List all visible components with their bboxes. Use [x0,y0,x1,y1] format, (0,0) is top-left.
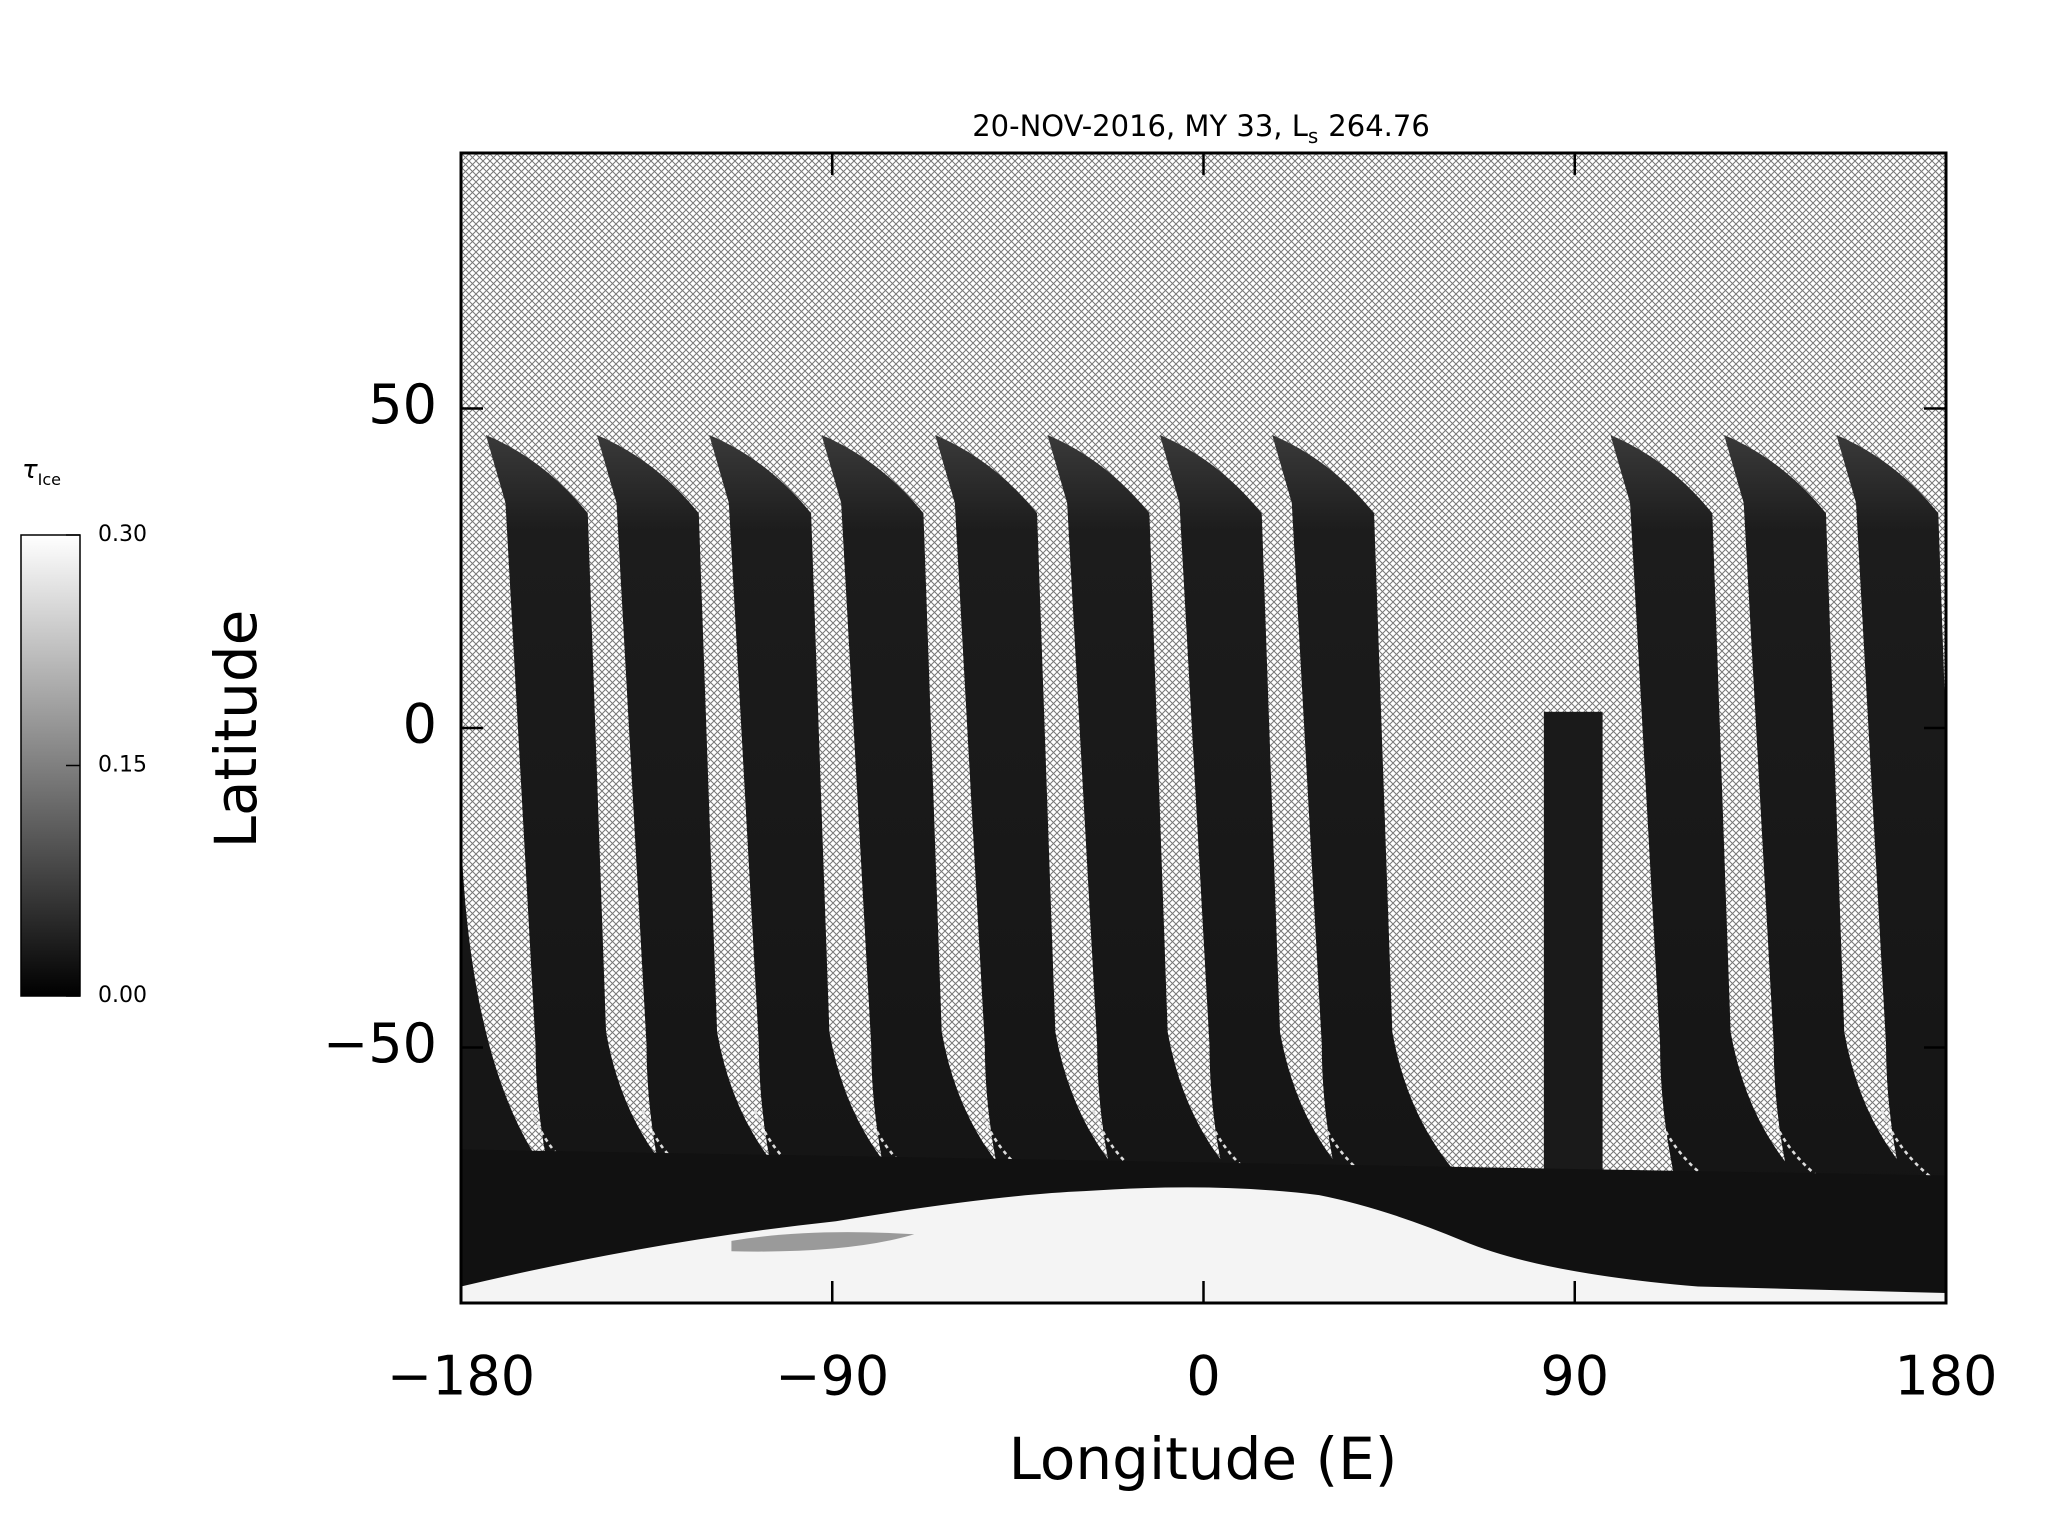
swath-arc [530,1109,715,1236]
swath [1949,435,2048,1234]
chart-title: 20-NOV-2016, MY 33, Ls 264.76 [972,109,1430,148]
swath-arc [1654,1109,1840,1236]
colorbar-label-subscript: Ice [38,470,61,489]
y-tick-label: −50 [323,1012,437,1075]
swath-arc [866,1109,1051,1236]
colorbar-tick-label: 0.30 [98,522,147,547]
polar-cap [731,1232,915,1252]
swath-arc [1994,1110,2048,1234]
swath-arc [753,1109,939,1236]
swath-arc [1316,1109,1502,1236]
y-tick-label: 0 [403,693,437,756]
swath-arc [641,1109,826,1236]
swath-arc [1768,1109,1946,1235]
x-tick-label: 90 [1540,1345,1609,1408]
swath [1159,434,1389,1235]
swath [1610,434,1840,1235]
swath [485,434,715,1235]
swath [935,434,1164,1235]
swath-arc [1091,1109,1277,1236]
y-tick-label: 50 [368,373,437,436]
colorbar-label-symbol: τ [22,455,38,485]
swath [821,434,1051,1235]
x-tick-label: −90 [775,1345,889,1408]
swath [461,835,549,1215]
swath [596,434,826,1235]
colorbar-tick-label: 0.15 [98,753,147,778]
swath [1047,434,1277,1235]
x-tick-label: 0 [1186,1345,1220,1408]
swath-arc [979,1109,1165,1236]
title-text: 20-NOV-2016, MY 33, L [972,109,1308,143]
x-tick-label: −180 [387,1345,535,1408]
polar-cap [461,1187,1946,1303]
title-subscript: s [1308,124,1318,148]
swath [1272,434,1501,1235]
swath [709,434,938,1235]
colorbar-tick-label: 0.00 [98,983,147,1008]
swath-arc [1880,1109,1946,1190]
x-axis-label: Longitude (E) [1009,1425,1398,1493]
y-axis-label: Latitude [202,610,270,849]
title-value: 264.76 [1328,109,1429,143]
swaths [461,434,2048,1303]
swath [1836,434,1946,1235]
x-tick-label: 180 [1894,1345,1997,1408]
colorbar-label: τIce [22,455,61,489]
swath [1724,434,1946,1235]
swath-arc [1204,1109,1389,1236]
